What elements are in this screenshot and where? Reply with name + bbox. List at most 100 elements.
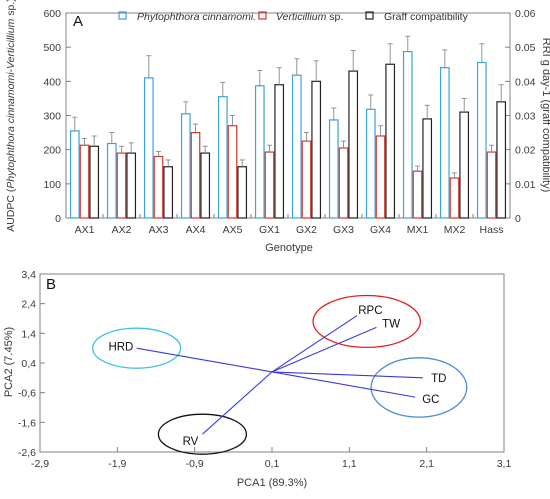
panel-b-vectors	[136, 315, 423, 435]
panel-a-left-axis: 0 100 200 300 400 500 600	[43, 8, 71, 225]
x-tick-label: AX5	[223, 224, 243, 236]
panel-a-right-axis-title: RRI g day-1 (graff compatibility)	[540, 38, 550, 192]
right-y-tick-label: 0.01	[515, 179, 536, 191]
cluster-ellipse-hrd	[92, 327, 182, 369]
bar-verticillium	[79, 144, 90, 219]
legend-swatch-phytophthora	[118, 11, 127, 20]
b-y-tick-label: 2,4	[21, 299, 36, 311]
bar-phytophthora	[328, 119, 339, 219]
left-y-tick-label: 300	[43, 111, 61, 123]
panel-b-plot-frame	[39, 273, 505, 453]
bar-graft	[163, 166, 174, 219]
left-y-tick-label: 400	[43, 76, 61, 88]
left-y-tick-label: 200	[43, 145, 61, 157]
cluster-ellipse-td-gc	[370, 357, 468, 418]
bar-verticillium	[264, 151, 275, 219]
bar-verticillium	[412, 170, 423, 219]
left-y-tick-label: 500	[43, 42, 61, 54]
legend-swatch-verticillium	[258, 11, 267, 20]
vector-label-hrd: HRD	[108, 341, 133, 353]
right-y-tick-label: 0.02	[515, 145, 536, 157]
bar-graft	[200, 152, 211, 219]
vector-label-rpc: RPC	[358, 305, 382, 317]
bar-verticillium	[338, 147, 349, 219]
bar-verticillium	[301, 140, 312, 219]
panel-b-letter: B	[46, 276, 56, 293]
panel-a-bar-chart: 0 100 200 300 400 500 600 0 0.01 0.02 0.03 0.04 0.0…	[5, 0, 550, 254]
right-y-tick-label: 0	[515, 213, 521, 225]
right-y-tick-label: 0.03	[515, 111, 536, 123]
b-y-tick-label: 1,4	[21, 328, 36, 340]
panel-b-x-axis-title: PCA1 (89.3%)	[237, 477, 307, 489]
bar-graft	[89, 145, 100, 219]
left-y-tick-label: 600	[43, 8, 61, 20]
panel-a-right-axis: 0 0.01 0.02 0.03 0.04 0.05 0.06	[505, 8, 536, 225]
bar-verticillium	[190, 131, 201, 219]
bar-phytophthora	[106, 142, 117, 219]
panel-a-plot-frame	[65, 12, 511, 219]
legend-label-verticillium: Verticillium sp.	[276, 11, 343, 23]
b-y-tick-label: 0,4	[21, 358, 36, 370]
b-x-tick-label: 1,1	[342, 458, 357, 470]
vector-td	[271, 371, 423, 379]
bar-graft	[311, 80, 322, 219]
vector-label-tw: TW	[382, 318, 400, 330]
bar-graft	[496, 101, 507, 219]
right-y-tick-label: 0.04	[515, 76, 536, 88]
x-tick-label: AX3	[149, 224, 169, 236]
panel-b-y-axis-title: PCA2 (7.45%)	[3, 327, 15, 397]
legend-label-phytophthora: Phytophthora cinnamomi.	[137, 11, 256, 23]
bar-verticillium	[486, 151, 497, 219]
bar-verticillium	[449, 177, 460, 219]
legend-label-graft: Graff compatibility	[384, 11, 469, 23]
bar-phytophthora	[291, 74, 302, 219]
b-x-tick-label: 0,1	[265, 458, 280, 470]
panel-a-letter: A	[73, 13, 83, 30]
x-tick-label: Hass	[480, 224, 504, 236]
vector-tw	[271, 326, 377, 373]
bar-graft	[237, 166, 248, 219]
bar-phytophthora	[439, 67, 450, 219]
panel-a-x-axis-title: Genotype	[265, 242, 313, 254]
panel-b-x-axis: -2,9 -1,9 -0,9 0,1 1,1 2,1 3,1	[31, 447, 511, 470]
x-tick-label: AX2	[112, 224, 132, 236]
bar-verticillium	[227, 125, 238, 219]
bar-verticillium	[375, 135, 386, 219]
panel-b-clusters	[92, 294, 468, 455]
x-tick-label: AX1	[75, 224, 95, 236]
bar-verticillium	[153, 155, 164, 219]
bar-graft	[348, 70, 359, 219]
bar-phytophthora	[180, 113, 191, 219]
panel-b-pca-biplot: 3,4 2,4 1,4 0,4 -0,6 -1,6 -2,6 -2,9 -1,9 -0,9 0,1…	[3, 269, 511, 489]
vector-label-td: TD	[431, 373, 446, 385]
cluster-ellipse-rv	[157, 413, 248, 455]
left-y-tick-label: 0	[55, 213, 61, 225]
bar-graft	[459, 111, 470, 219]
bar-verticillium	[116, 152, 127, 219]
bar-phytophthora	[143, 77, 154, 219]
vector-gc	[271, 371, 416, 398]
b-y-tick-label: -2,6	[18, 447, 36, 459]
b-x-tick-label: 3,1	[497, 458, 512, 470]
bar-phytophthora	[254, 85, 265, 219]
x-tick-label: AX4	[186, 224, 206, 236]
right-y-tick-label: 0.06	[515, 8, 536, 20]
cluster-ellipse-rpc-tw	[312, 294, 422, 349]
vector-rpc	[271, 315, 358, 373]
panel-a-x-axis: AX1 AX2 AX3 AX4 AX5 GX1 GX2 GX3 GX4 MX1 MX2 Hass	[75, 214, 511, 236]
b-x-tick-label: -2,9	[31, 458, 49, 470]
x-tick-label: GX3	[333, 224, 354, 236]
b-y-tick-label: -1,6	[18, 417, 36, 429]
vector-label-rv: RV	[183, 436, 199, 448]
x-tick-label: MX2	[444, 224, 466, 236]
bar-phytophthora	[402, 51, 413, 219]
bar-phytophthora	[365, 108, 376, 219]
x-tick-label: GX4	[370, 224, 391, 236]
bar-phytophthora	[217, 96, 228, 219]
panel-a-left-axis-title: AUDPC (Phytophthora cinnamomi-Verticilli…	[5, 0, 17, 232]
b-y-tick-label: -0,6	[18, 388, 36, 400]
bar-phytophthora	[476, 61, 487, 219]
